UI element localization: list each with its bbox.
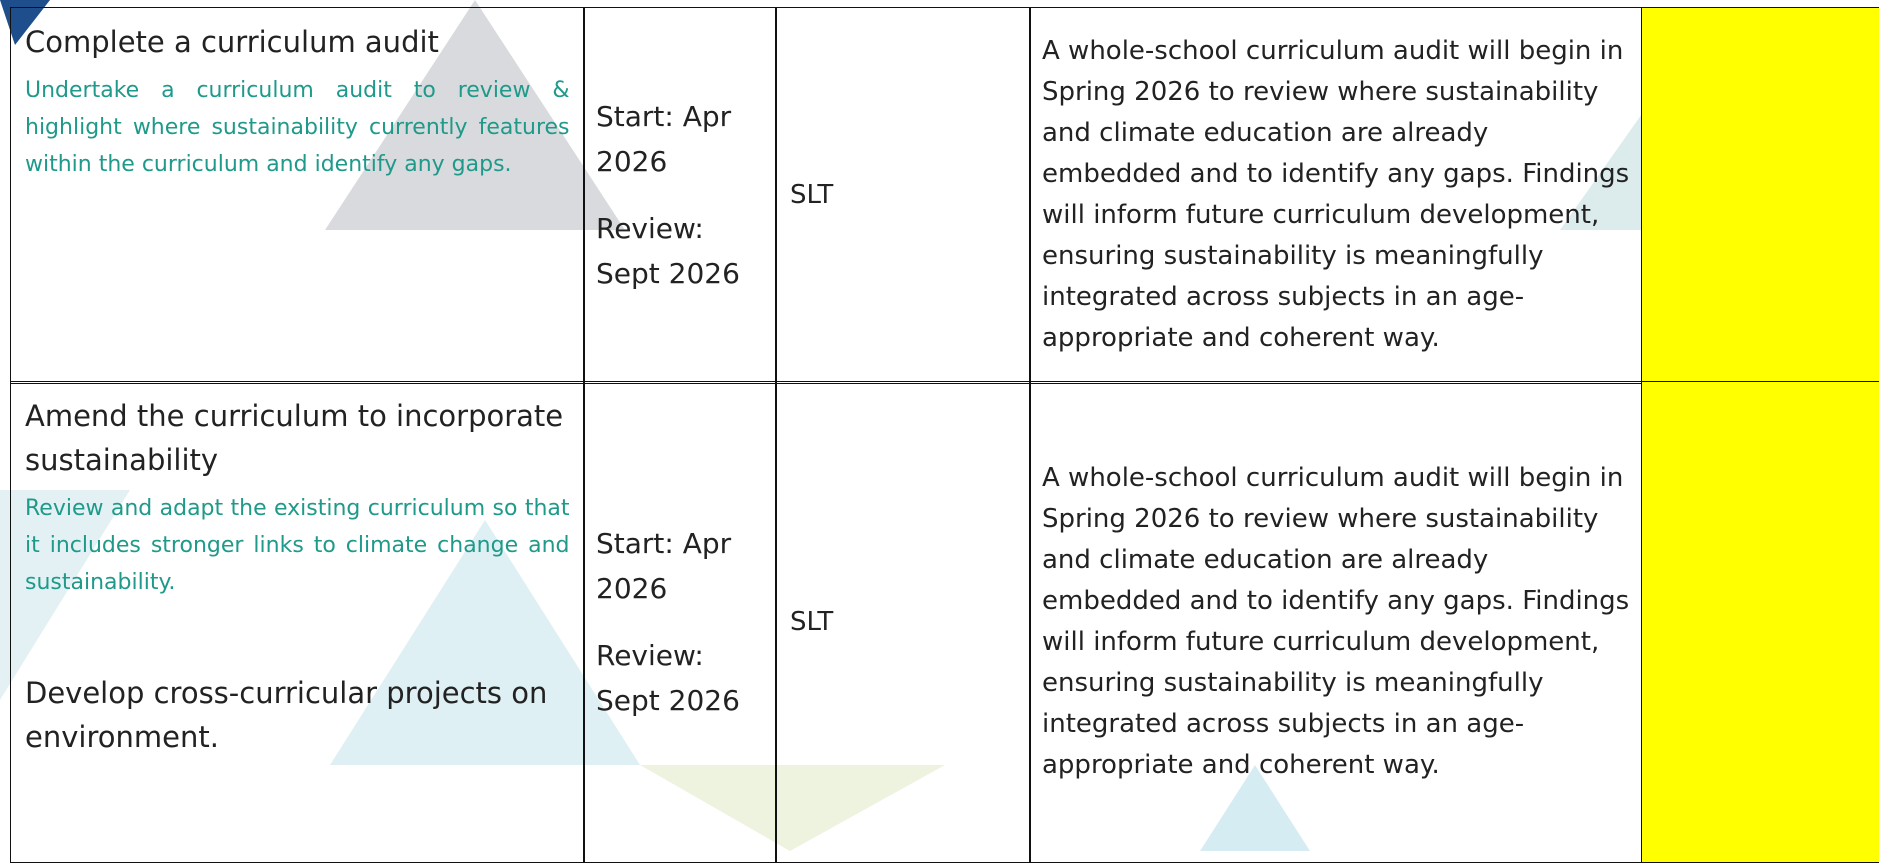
start-date: Start: Apr 2026	[596, 100, 732, 179]
review-date: Review: Sept 2026	[596, 212, 740, 291]
notes-cell: A whole-school curriculum audit will beg…	[1029, 381, 1643, 863]
deco-triangle	[640, 765, 945, 851]
deco-triangle	[1200, 765, 1310, 851]
notes: A whole-school curriculum audit will beg…	[1042, 462, 1630, 780]
deco-corner	[0, 0, 50, 45]
action-extra: Develop cross-curricular projects on env…	[25, 676, 548, 754]
action-description: Undertake a curriculum audit to review &…	[25, 78, 570, 177]
action-cell: Complete a curriculum audit Undertake a c…	[10, 7, 585, 384]
status-cell	[1641, 7, 1879, 384]
start-date: Start: Apr 2026	[596, 526, 732, 605]
dates-cell: Start: Apr 2026 Review: Sept 2026	[583, 381, 777, 863]
action-cell: Amend the curriculum to incorporate sust…	[10, 381, 585, 863]
deco-triangle	[325, 0, 625, 230]
deco-triangle	[330, 520, 640, 765]
action-title: Complete a curriculum audit	[25, 25, 439, 59]
owner: SLT	[790, 606, 834, 637]
status-cell	[1641, 381, 1879, 863]
owner-cell: SLT	[775, 381, 1031, 863]
deco-triangle	[0, 490, 130, 700]
action-description: Review and adapt the existing curriculum…	[25, 496, 570, 595]
notes: A whole-school curriculum audit will beg…	[1042, 36, 1630, 354]
action-title: Amend the curriculum to incorporate sust…	[25, 399, 564, 477]
owner: SLT	[790, 180, 834, 211]
dates-cell: Start: Apr 2026 Review: Sept 2026	[583, 7, 777, 384]
review-date: Review: Sept 2026	[596, 638, 740, 717]
notes-cell: A whole-school curriculum audit will beg…	[1029, 7, 1643, 384]
owner-cell: SLT	[775, 7, 1031, 384]
